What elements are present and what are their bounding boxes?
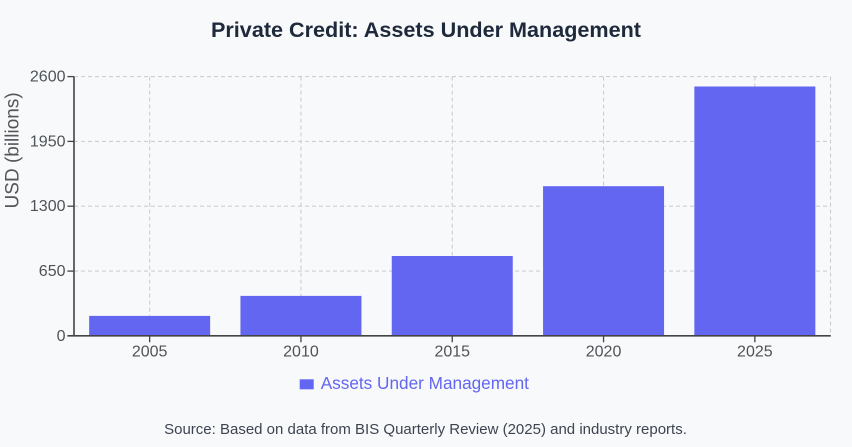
svg-text:2020: 2020 <box>586 343 622 360</box>
svg-text:1950: 1950 <box>30 133 66 150</box>
svg-text:2025: 2025 <box>737 343 773 360</box>
svg-text:650: 650 <box>39 263 66 280</box>
svg-text:2015: 2015 <box>434 343 470 360</box>
svg-text:Private Credit: Assets Under M: Private Credit: Assets Under Management <box>211 17 641 42</box>
svg-text:Source: Based on data from BIS: Source: Based on data from BIS Quarterly… <box>164 421 687 438</box>
svg-text:2005: 2005 <box>132 343 168 360</box>
svg-text:USD (billions): USD (billions) <box>2 92 23 208</box>
svg-text:2010: 2010 <box>283 343 319 360</box>
svg-text:0: 0 <box>57 328 66 345</box>
svg-text:Assets Under Management: Assets Under Management <box>321 373 529 393</box>
svg-text:1300: 1300 <box>30 198 66 215</box>
svg-text:2600: 2600 <box>30 69 66 86</box>
